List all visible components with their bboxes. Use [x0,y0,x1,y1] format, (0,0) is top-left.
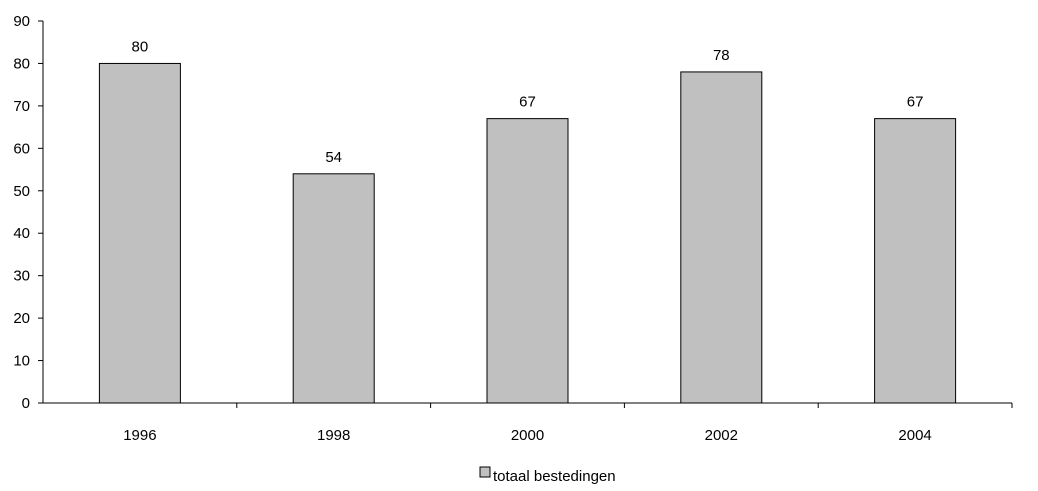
legend-swatch-totaal-bestedingen [479,466,491,478]
y-tick-label: 50 [13,183,30,200]
data-label-2002: 78 [713,47,730,64]
legend-label-totaal-bestedingen: totaal bestedingen [493,468,616,485]
y-tick-label: 70 [13,98,30,115]
bars [98,62,957,404]
y-tick-label: 10 [13,353,30,370]
x-axis: 1996 1998 2000 2002 2004 [43,402,1013,444]
bar-1996 [98,62,181,404]
y-tick-label: 40 [13,225,30,242]
bar-1998 [292,173,375,404]
legend: totaal bestedingen [479,466,616,485]
y-tick-label: 30 [13,268,30,285]
y-tick-label: 60 [13,140,30,157]
data-label-2000: 67 [519,94,536,111]
y-tick-label: 80 [13,55,30,72]
y-tick-label: 20 [13,310,30,327]
y-tick-label: 0 [22,395,30,412]
data-label-1998: 54 [325,149,342,166]
x-tick-label-2004: 2004 [898,427,931,444]
x-tick-label-2002: 2002 [705,427,738,444]
bar-2000 [486,118,569,404]
bar-2004 [874,118,957,404]
data-labels: 80 54 67 78 67 [132,38,924,165]
data-label-1996: 80 [132,38,149,55]
x-tick-label-2000: 2000 [511,427,544,444]
x-tick-label-1996: 1996 [123,427,156,444]
y-tick-label: 90 [13,13,30,30]
y-axis: 0 10 20 30 40 50 60 70 80 90 [13,13,44,412]
data-label-2004: 67 [907,94,924,111]
bar-2002 [680,71,763,404]
x-tick-label-1998: 1998 [317,427,350,444]
